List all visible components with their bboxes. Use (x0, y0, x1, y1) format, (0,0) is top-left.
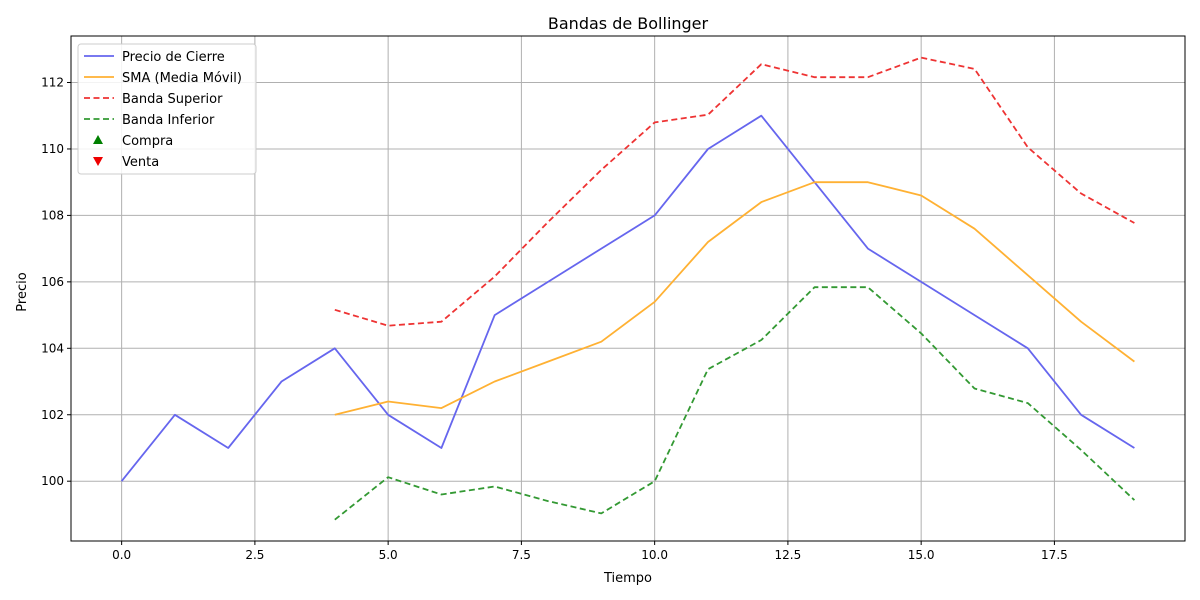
y-tick-label: 112 (41, 76, 64, 90)
plot-frame (70, 35, 1186, 542)
ticks: 0.0 2.5 5.0 7.5 10.0 12.5 15.0 17.5 100 102 104 106… (41, 76, 1068, 562)
series-line-3 (334, 286, 1136, 521)
y-tick-label: 100 (41, 474, 64, 488)
buy-marker-icon (93, 135, 103, 144)
x-tick-label: 12.5 (775, 548, 802, 562)
legend-label: Compra (122, 134, 173, 149)
x-tick-label: 15.0 (908, 548, 935, 562)
x-tick-label: 17.5 (1041, 548, 1068, 562)
y-tick-label: 108 (41, 208, 64, 222)
series-layer (120, 56, 1136, 521)
series-line-0 (120, 114, 1135, 482)
legend-label: Precio de Cierre (122, 50, 225, 65)
legend-label: Banda Inferior (122, 113, 215, 128)
y-tick-label: 102 (41, 408, 64, 422)
legend-label: SMA (Media Móvil) (122, 71, 242, 86)
legend-label: Banda Superior (122, 92, 223, 107)
legend-label: Venta (122, 155, 159, 170)
grid (71, 36, 1185, 541)
y-tick-label: 110 (41, 142, 64, 156)
legend: Precio de Cierre SMA (Media Móvil) Banda S… (77, 43, 257, 175)
series-line-2 (334, 56, 1135, 327)
chart-title: Bandas de Bollinger (548, 14, 709, 33)
sell-marker-icon (93, 157, 103, 166)
y-tick-label: 104 (41, 341, 64, 355)
x-axis-label: Tiempo (603, 571, 652, 586)
x-tick-label: 2.5 (245, 548, 264, 562)
y-tick-label: 106 (41, 275, 64, 289)
series-line-1 (334, 181, 1135, 416)
y-axis-label: Precio (15, 272, 30, 311)
x-tick-label: 7.5 (512, 548, 531, 562)
x-tick-label: 5.0 (379, 548, 398, 562)
x-tick-label: 10.0 (641, 548, 668, 562)
legend-box (77, 43, 257, 175)
x-tick-label: 0.0 (112, 548, 131, 562)
